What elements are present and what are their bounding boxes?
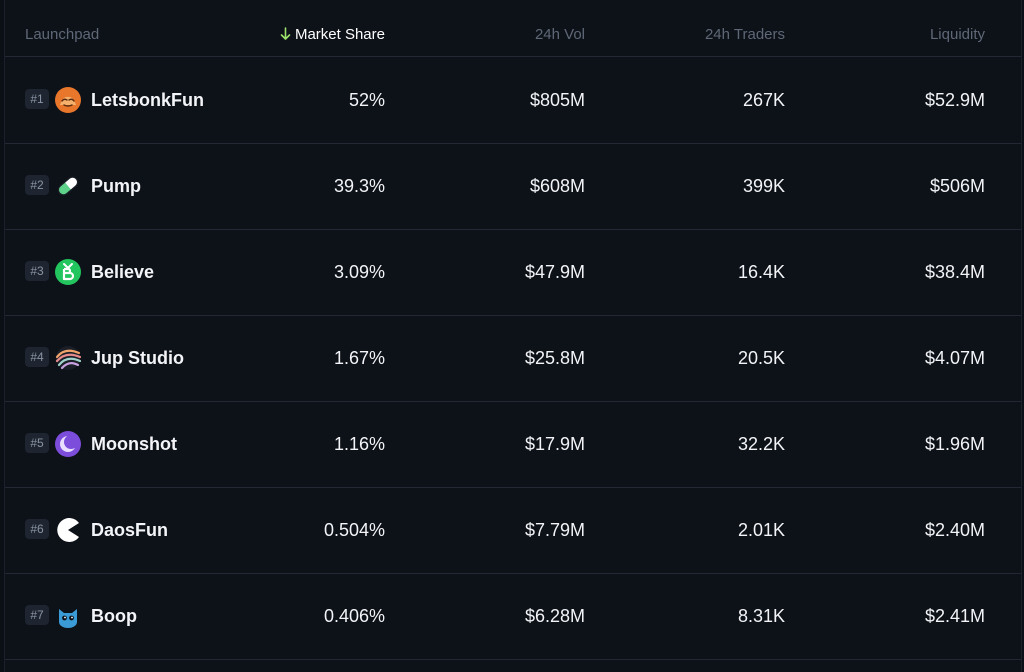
column-header-24h-traders[interactable]: 24h Traders	[704, 26, 785, 43]
rank-badge: #2	[25, 175, 49, 195]
rank-badge: #5	[25, 433, 49, 453]
believe-logo-icon	[55, 259, 81, 285]
traders-value: 8.31K	[737, 606, 785, 626]
table-header: Launchpad Market Share 24h Vol 24h Trade…	[5, 0, 1021, 57]
table-row[interactable]: #2 Pump 39.3% $608M 399K $506M	[5, 143, 1021, 230]
pacman-logo-icon	[57, 518, 79, 542]
traders-value: 399K	[742, 176, 785, 196]
market-share-value: 52%	[348, 90, 385, 110]
table-row[interactable]: #5 Moonshot 1.16% $17.9M 32.2K $1.96M	[5, 401, 1021, 488]
column-header-24h-vol[interactable]: 24h Vol	[534, 26, 585, 43]
market-share-value: 0.504%	[323, 520, 385, 540]
launchpad-name[interactable]: Boop	[91, 606, 137, 626]
volume-value: $47.9M	[524, 262, 585, 282]
column-header-liquidity[interactable]: Liquidity	[929, 26, 985, 43]
rank-badge: #4	[25, 347, 49, 367]
table-row[interactable]: #3 Believe 3.09% $47.9M 16.4K $38.4M	[5, 229, 1021, 316]
liquidity-value: $2.41M	[924, 606, 985, 626]
pill-logo-icon	[57, 176, 79, 196]
launchpad-table: Launchpad Market Share 24h Vol 24h Trade…	[4, 0, 1022, 672]
arrow-down-icon	[280, 27, 291, 40]
market-share-header-label: Market Share	[294, 26, 385, 43]
launchpad-name[interactable]: Moonshot	[91, 434, 177, 454]
column-header-market-share[interactable]: Market Share	[280, 25, 385, 45]
market-share-value: 39.3%	[333, 176, 385, 196]
traders-value: 16.4K	[737, 262, 785, 282]
launchpad-name[interactable]: DaosFun	[91, 520, 169, 540]
traders-value: 32.2K	[737, 434, 785, 454]
volume-value: $25.8M	[524, 348, 585, 368]
rank-badge: #3	[25, 261, 49, 281]
moon-logo-icon	[55, 431, 81, 457]
letsbonk-logo-icon	[55, 87, 81, 113]
rank-badge: #6	[25, 519, 49, 539]
market-share-value: 0.406%	[323, 606, 385, 626]
liquidity-value: $52.9M	[924, 90, 985, 110]
volume-value: $17.9M	[524, 434, 585, 454]
launchpad-name[interactable]: Pump	[91, 176, 142, 196]
market-share-value: 3.09%	[333, 262, 385, 282]
liquidity-value: $1.96M	[924, 434, 985, 454]
traders-value: 267K	[742, 90, 785, 110]
liquidity-value: $2.40M	[924, 520, 985, 540]
launchpad-name[interactable]: LetsbonkFun	[91, 90, 204, 110]
table-row[interactable]: #4 Jup Studio 1.67% $25.8M 20.5K $4.07M	[5, 315, 1021, 402]
table-row[interactable]: #6 DaosFun 0.504% $7.79M 2.01K $2.40M	[5, 487, 1021, 574]
volume-value: $6.28M	[524, 606, 585, 626]
liquidity-value: $506M	[929, 176, 985, 196]
liquidity-value: $38.4M	[924, 262, 985, 282]
traders-value: 20.5K	[737, 348, 785, 368]
market-share-value: 1.16%	[333, 434, 385, 454]
table-row[interactable]: #7 Boop 0.406% $6.28M 8.31K $2.41M	[5, 573, 1021, 660]
rank-badge: #7	[25, 605, 49, 625]
launchpad-name[interactable]: Jup Studio	[91, 348, 184, 368]
market-share-value: 1.67%	[333, 348, 385, 368]
table-row[interactable]: #1 LetsbonkFun 52% $805M 267K $52.9M	[5, 57, 1021, 144]
volume-value: $805M	[529, 90, 585, 110]
volume-value: $7.79M	[524, 520, 585, 540]
liquidity-value: $4.07M	[924, 348, 985, 368]
jupiter-logo-icon	[55, 346, 81, 370]
column-header-launchpad[interactable]: Launchpad	[25, 26, 100, 43]
launchpad-name[interactable]: Believe	[91, 262, 155, 282]
cat-logo-icon	[59, 609, 77, 628]
rank-badge: #1	[25, 89, 49, 109]
volume-value: $608M	[529, 176, 585, 196]
traders-value: 2.01K	[737, 520, 785, 540]
